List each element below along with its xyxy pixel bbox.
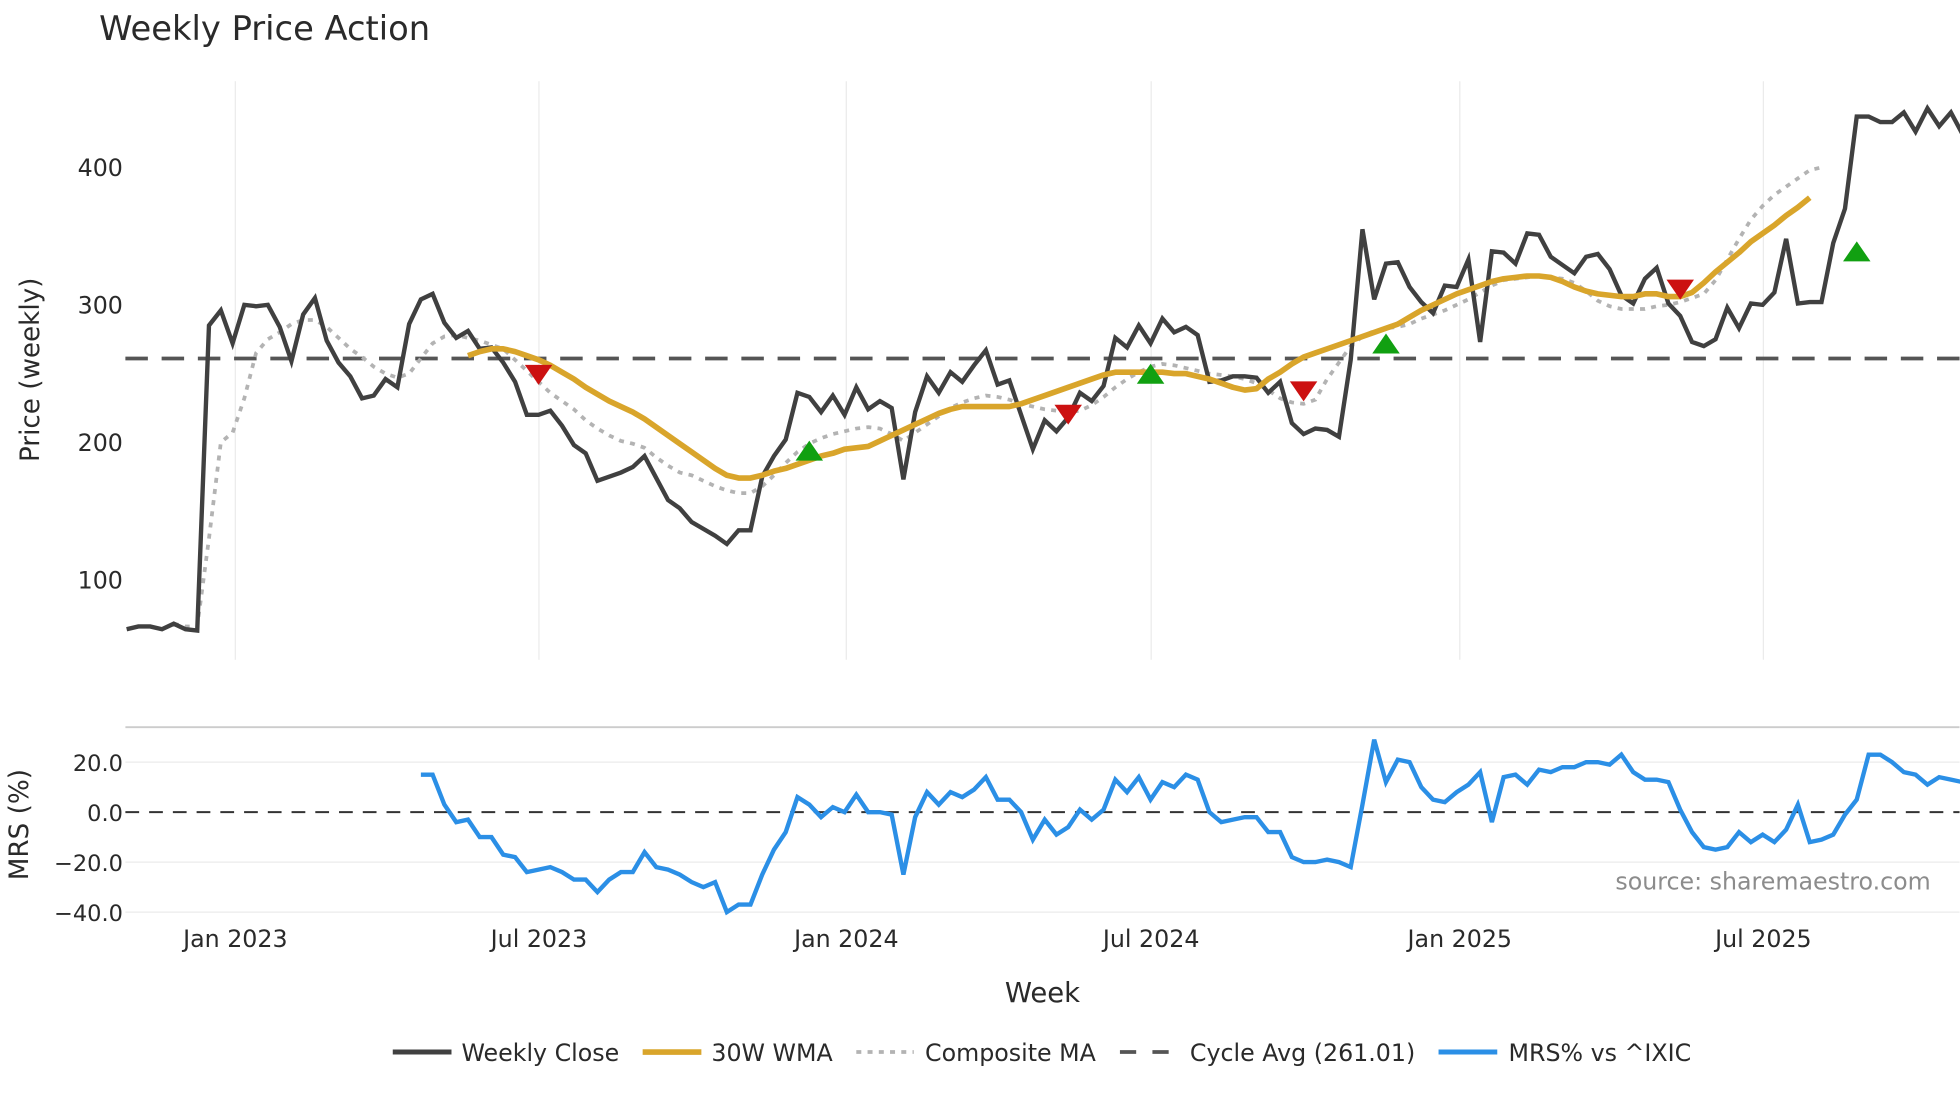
weekly-close-line bbox=[126, 103, 1960, 634]
signal-markers bbox=[524, 241, 1871, 461]
legend: Weekly Close 30W WMA Composite MA Cycle … bbox=[392, 1039, 1692, 1067]
x-tick-jan-2023: Jan 2023 bbox=[181, 925, 287, 953]
legend-item-cycle-avg: Cycle Avg (261.01) bbox=[1119, 1039, 1415, 1067]
mrs-tick-20: 20.0 bbox=[73, 751, 123, 777]
mrs-panel: 20.0 0.0 −20.0 −40.0 MRS (%) source: sha… bbox=[5, 726, 1960, 1009]
buy-signal-triangle-up-icon bbox=[1843, 241, 1871, 262]
legend-label: Composite MA bbox=[925, 1039, 1097, 1067]
composite-ma-line bbox=[173, 165, 1822, 629]
buy-signal-triangle-up-icon bbox=[795, 440, 824, 461]
buy-signal-triangle-up-icon bbox=[1136, 363, 1165, 384]
x-tick-jan-2025: Jan 2025 bbox=[1406, 925, 1512, 953]
x-axis-label: Week bbox=[1005, 977, 1080, 1009]
source-annotation: source: sharemaestro.com bbox=[1615, 868, 1930, 896]
mrs-y-tick-labels: 20.0 0.0 −20.0 −40.0 bbox=[54, 751, 123, 927]
x-tick-jul-2024: Jul 2024 bbox=[1101, 925, 1200, 953]
legend-label: MRS% vs ^IXIC bbox=[1509, 1039, 1692, 1067]
x-tick-labels: Jan 2023 Jul 2023 Jan 2024 Jul 2024 Jan … bbox=[181, 925, 1812, 953]
mrs-tick-0: 0.0 bbox=[87, 801, 123, 827]
price-tick-200: 200 bbox=[78, 429, 123, 457]
legend-item-30w-wma: 30W WMA bbox=[642, 1039, 833, 1067]
x-tick-jul-2025: Jul 2025 bbox=[1713, 925, 1812, 953]
mrs-y-axis-label: MRS (%) bbox=[5, 769, 35, 880]
price-y-tick-labels: 100 200 300 400 bbox=[78, 154, 123, 594]
price-panel: 100 200 300 400 Price (weekly) bbox=[16, 81, 1960, 660]
buy-signal-triangle-up-icon bbox=[1372, 333, 1400, 354]
sell-signal-triangle-down-icon bbox=[1666, 279, 1694, 300]
sell-signal-triangle-down-icon bbox=[1054, 404, 1082, 425]
mrs-tick-neg40: −40.0 bbox=[54, 901, 123, 927]
x-tick-jul-2023: Jul 2023 bbox=[489, 925, 588, 953]
x-tick-jan-2024: Jan 2024 bbox=[792, 925, 898, 953]
mrs-horizontal-gridlines bbox=[125, 761, 1960, 913]
legend-label: Cycle Avg (261.01) bbox=[1190, 1039, 1415, 1067]
mrs-tick-neg20: −20.0 bbox=[54, 851, 123, 877]
sell-signal-triangle-down-icon bbox=[1289, 381, 1318, 402]
price-tick-100: 100 bbox=[78, 566, 123, 594]
legend-label: Weekly Close bbox=[461, 1039, 619, 1067]
legend-item-weekly-close: Weekly Close bbox=[392, 1039, 619, 1067]
price-vertical-gridlines bbox=[234, 81, 1765, 660]
price-tick-300: 300 bbox=[78, 292, 123, 320]
mrs-line bbox=[420, 739, 1960, 916]
legend-item-mrs: MRS% vs ^IXIC bbox=[1438, 1039, 1692, 1067]
legend-item-composite-ma: Composite MA bbox=[856, 1039, 1097, 1067]
price-tick-400: 400 bbox=[78, 154, 123, 182]
legend-label: 30W WMA bbox=[711, 1039, 833, 1067]
sell-signal-triangle-down-icon bbox=[524, 364, 553, 385]
price-y-axis-label: Price (weekly) bbox=[16, 278, 46, 462]
wma-30w-line bbox=[467, 195, 1812, 481]
chart-title: Weekly Price Action bbox=[99, 9, 430, 48]
